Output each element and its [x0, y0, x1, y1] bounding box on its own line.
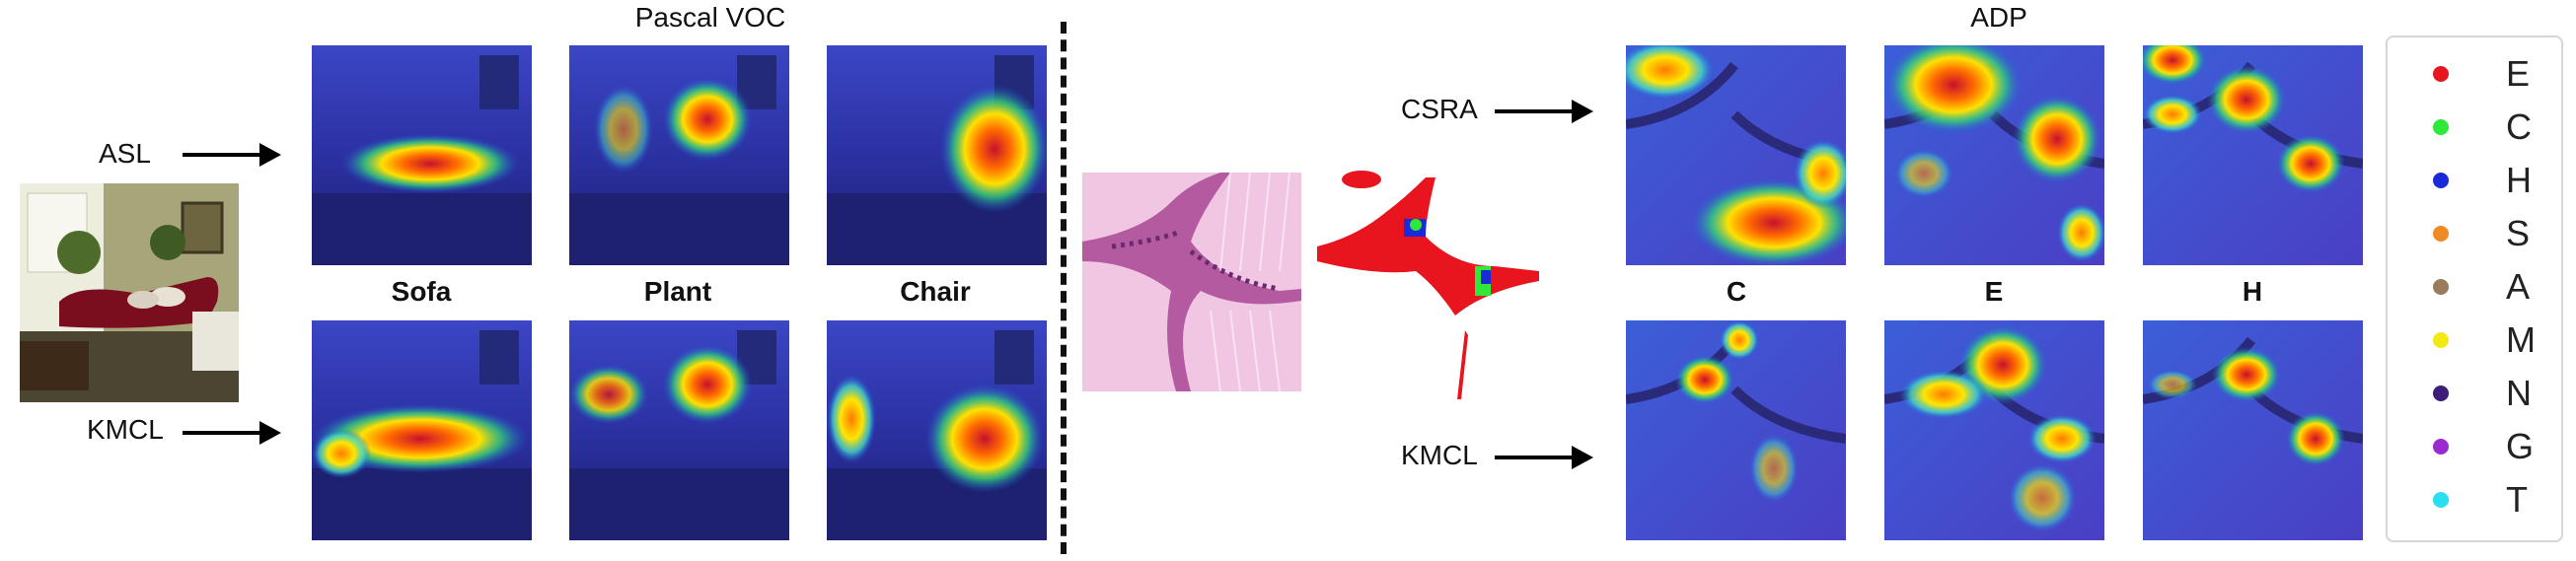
- legend-dot: [2433, 279, 2449, 295]
- col-label-plant: Plant: [643, 276, 712, 307]
- legend-dot: [2433, 66, 2449, 82]
- legend-item: C: [2388, 101, 2561, 154]
- section-divider: [1061, 22, 1067, 554]
- legend-dot: [2433, 439, 2449, 455]
- input-photo-tissue: [1082, 172, 1301, 392]
- legend-label: N: [2506, 373, 2532, 413]
- heatmap-kmcl-e: [1884, 320, 2104, 540]
- heatmap-asl-sofa: [312, 45, 532, 265]
- heatmap-csra-e: [1884, 45, 2104, 265]
- row-label-kmcl-adp: KMCL: [1401, 440, 1478, 470]
- heatmap-kmcl-h: [2143, 320, 2363, 540]
- voc-title: Pascal VOC: [634, 2, 786, 33]
- row-label-asl: ASL: [99, 138, 151, 169]
- arrow-right-icon: [183, 140, 281, 170]
- arrow-right-icon: [1495, 443, 1593, 472]
- legend-dot: [2433, 119, 2449, 135]
- legend-item: N: [2388, 367, 2561, 420]
- legend-label: C: [2506, 106, 2532, 147]
- legend-dot: [2433, 226, 2449, 242]
- legend: E C H S A M N G T: [2386, 35, 2563, 542]
- col-label-chair: Chair: [900, 276, 971, 307]
- legend-item: T: [2388, 473, 2561, 526]
- row-label-csra: CSRA: [1401, 94, 1478, 124]
- heatmap-kmcl-c: [1626, 320, 1846, 540]
- heatmap-csra-c: [1626, 45, 1846, 265]
- legend-label: G: [2506, 426, 2535, 466]
- legend-dot: [2433, 173, 2449, 188]
- segmentation-mask: [1317, 168, 1544, 404]
- heatmap-csra-h: [2143, 45, 2363, 265]
- col-label-c: C: [1726, 276, 1747, 307]
- heatmap-asl-chair: [827, 45, 1047, 265]
- input-photo-room: [20, 183, 239, 402]
- legend-item: E: [2388, 47, 2561, 101]
- legend-label: M: [2506, 319, 2536, 360]
- legend-item: S: [2388, 207, 2561, 260]
- arrow-right-icon: [183, 418, 281, 448]
- legend-item: M: [2388, 314, 2561, 367]
- legend-dot: [2433, 492, 2449, 508]
- heatmap-kmcl-plant: [569, 320, 789, 540]
- col-label-h: H: [2242, 276, 2263, 307]
- legend-label: S: [2506, 213, 2531, 253]
- heatmap-kmcl-chair: [827, 320, 1047, 540]
- adp-title: ADP: [1970, 2, 2027, 33]
- legend-label: H: [2506, 160, 2532, 200]
- legend-dot: [2433, 332, 2449, 348]
- legend-dot: [2433, 386, 2449, 401]
- arrow-right-icon: [1495, 97, 1593, 126]
- col-label-sofa: Sofa: [391, 276, 452, 307]
- heatmap-kmcl-sofa: [312, 320, 532, 540]
- legend-item: G: [2388, 420, 2561, 473]
- legend-label: E: [2506, 53, 2531, 94]
- col-label-e: E: [1984, 276, 2004, 307]
- legend-item: A: [2388, 260, 2561, 314]
- heatmap-asl-plant: [569, 45, 789, 265]
- legend-item: H: [2388, 154, 2561, 207]
- legend-label: A: [2506, 266, 2531, 307]
- row-label-kmcl-voc: KMCL: [87, 414, 164, 445]
- legend-label: T: [2506, 479, 2528, 520]
